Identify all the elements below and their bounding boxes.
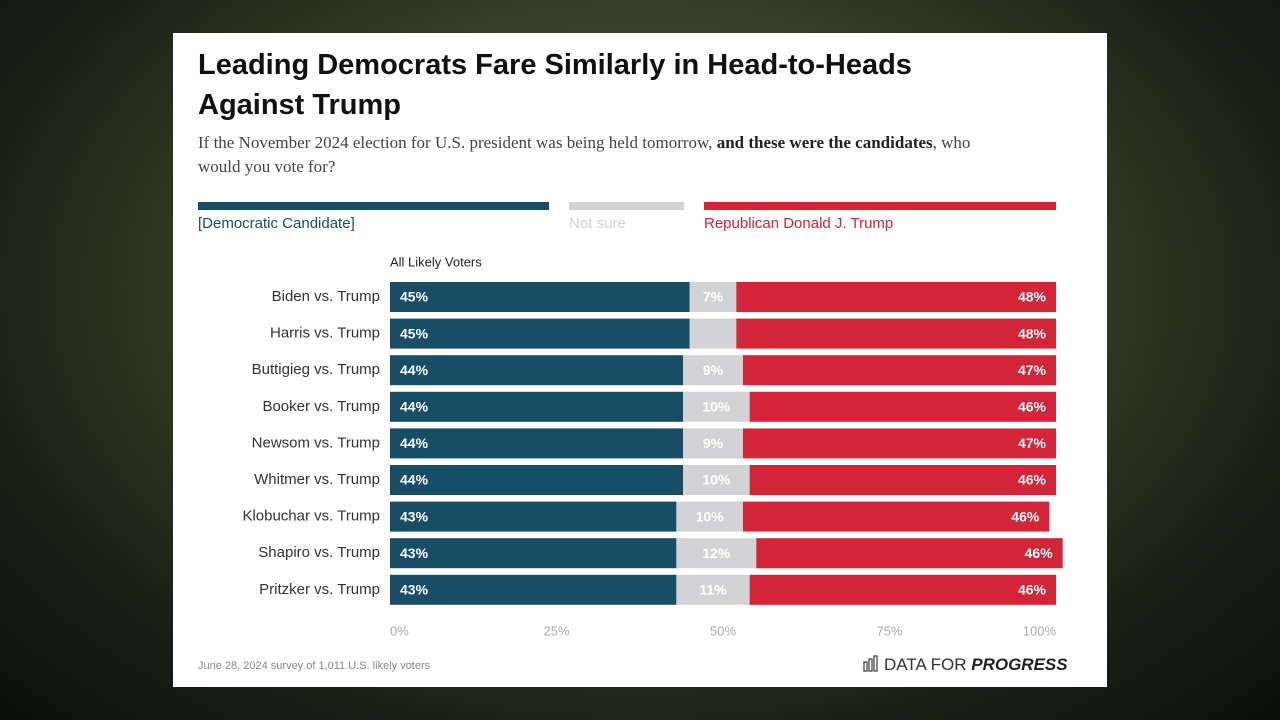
- value-label: 46%: [1018, 399, 1047, 415]
- legend-label: Not sure: [569, 215, 626, 232]
- value-label: 45%: [400, 289, 429, 305]
- bar-segment: [390, 501, 677, 532]
- bar-segment: [390, 465, 684, 495]
- value-label: 10%: [696, 508, 725, 524]
- value-label: 48%: [1018, 325, 1047, 341]
- category-label: Harris vs. Trump: [270, 325, 380, 342]
- value-label: 44%: [400, 435, 429, 451]
- logo-part: DATA FOR: [884, 655, 967, 674]
- logo-part: PROGRESS: [971, 655, 1068, 674]
- value-label: 12%: [702, 545, 731, 561]
- bar-segment: [676, 501, 743, 532]
- bar-segment: [390, 391, 684, 422]
- category-label: Buttigieg vs. Trump: [252, 361, 380, 378]
- x-tick-label: 0%: [390, 623, 409, 638]
- category-label: Klobuchar vs. Trump: [242, 508, 380, 525]
- value-label: 11%: [699, 582, 727, 598]
- value-label: 46%: [1018, 472, 1047, 488]
- value-label: 10%: [702, 472, 731, 488]
- category-label: Pritzker vs. Trump: [259, 581, 380, 598]
- category-label: Whitmer vs. Trump: [254, 471, 380, 488]
- bar-segment: [683, 355, 743, 386]
- bar-segment: [683, 465, 750, 495]
- category-label: Shapiro vs. Trump: [258, 544, 380, 561]
- bar-segment: [390, 538, 677, 569]
- bar-segment: [742, 355, 1056, 386]
- bar-segment: [676, 574, 750, 605]
- bar-segment: [689, 318, 737, 349]
- subtitle-text: , who would you vote for?: [198, 133, 971, 176]
- x-tick-label: 50%: [710, 623, 736, 638]
- value-label: 45%: [400, 325, 429, 341]
- value-label: 43%: [400, 508, 429, 524]
- bar-segment: [736, 282, 1056, 312]
- x-tick-label: 100%: [1023, 623, 1057, 638]
- legend-label: Republican Donald J. Trump: [704, 215, 893, 232]
- bar-segment: [736, 318, 1056, 349]
- category-label: Biden vs. Trump: [272, 288, 380, 305]
- bar-segment: [683, 391, 750, 422]
- bar-segment: [676, 538, 757, 569]
- value-label: 47%: [1018, 435, 1047, 451]
- category-label: Booker vs. Trump: [262, 398, 380, 415]
- bar-segment: [749, 465, 1056, 495]
- value-label: 7%: [703, 289, 724, 305]
- value-label: 10%: [702, 399, 731, 415]
- chart-title: Leading Democrats Fare Similarly in Head…: [198, 49, 912, 121]
- value-label: 44%: [400, 362, 429, 378]
- value-label: 48%: [1018, 289, 1047, 305]
- bar-segment: [390, 355, 684, 386]
- value-label: 46%: [1025, 545, 1054, 561]
- legend-swatch: [569, 202, 684, 210]
- value-label: 43%: [400, 545, 429, 561]
- bar-segment: [689, 282, 737, 312]
- legend-label: [Democratic Candidate]: [198, 215, 355, 232]
- x-tick-label: 75%: [876, 623, 902, 638]
- subtitle-text: If the November 2024 election for U.S. p…: [198, 133, 717, 152]
- logo-text: DATA FOR PROGRESS: [884, 655, 1068, 674]
- x-tick-label: 25%: [543, 623, 569, 638]
- logo-icon: [863, 655, 878, 672]
- bar-segment: [742, 428, 1056, 459]
- legend-swatch: [198, 202, 549, 210]
- value-label: 9%: [703, 362, 724, 378]
- category-label: Newsom vs. Trump: [252, 434, 380, 451]
- bar-segment: [390, 428, 684, 459]
- value-label: 46%: [1018, 582, 1047, 598]
- bar-segment: [742, 501, 1050, 532]
- bar-segment: [749, 574, 1056, 605]
- chart-subtitle: If the November 2024 election for U.S. p…: [198, 131, 998, 179]
- bar-segment: [390, 282, 690, 312]
- bar-segment: [683, 428, 743, 459]
- bar-segment: [749, 391, 1056, 422]
- value-label: 47%: [1018, 362, 1047, 378]
- legend-swatch: [704, 202, 1056, 210]
- bar-segment: [756, 538, 1063, 569]
- bar-segment: [390, 574, 677, 605]
- value-label: 43%: [400, 582, 429, 598]
- bar-segment: [390, 318, 690, 349]
- value-label: 44%: [400, 472, 429, 488]
- source-note: June 28, 2024 survey of 1,011 U.S. likel…: [198, 660, 431, 672]
- value-label: 9%: [703, 435, 724, 451]
- group-label: All Likely Voters: [390, 254, 482, 269]
- value-label: 44%: [400, 399, 429, 415]
- subtitle-bold: and these were the candidates: [716, 133, 933, 152]
- value-label: 46%: [1011, 508, 1040, 524]
